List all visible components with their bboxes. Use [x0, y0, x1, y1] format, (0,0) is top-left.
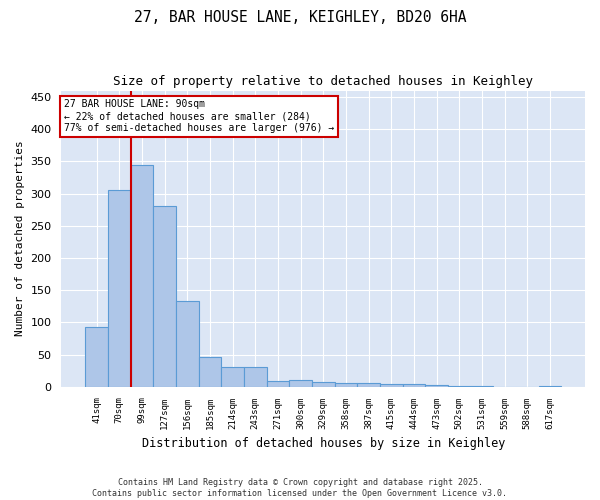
Bar: [312, 382, 335, 386]
Bar: [403, 384, 425, 386]
Y-axis label: Number of detached properties: Number of detached properties: [15, 141, 25, 336]
Bar: [289, 380, 312, 386]
Bar: [131, 164, 153, 386]
Bar: [108, 190, 131, 386]
Bar: [221, 366, 244, 386]
Bar: [85, 327, 108, 386]
Text: Contains HM Land Registry data © Crown copyright and database right 2025.
Contai: Contains HM Land Registry data © Crown c…: [92, 478, 508, 498]
Bar: [335, 383, 357, 386]
Bar: [199, 357, 221, 386]
X-axis label: Distribution of detached houses by size in Keighley: Distribution of detached houses by size …: [142, 437, 505, 450]
Bar: [244, 366, 266, 386]
Bar: [357, 384, 380, 386]
Bar: [153, 206, 176, 386]
Text: 27, BAR HOUSE LANE, KEIGHLEY, BD20 6HA: 27, BAR HOUSE LANE, KEIGHLEY, BD20 6HA: [134, 10, 466, 25]
Bar: [266, 381, 289, 386]
Bar: [176, 301, 199, 386]
Text: 27 BAR HOUSE LANE: 90sqm
← 22% of detached houses are smaller (284)
77% of semi-: 27 BAR HOUSE LANE: 90sqm ← 22% of detach…: [64, 100, 334, 132]
Bar: [380, 384, 403, 386]
Title: Size of property relative to detached houses in Keighley: Size of property relative to detached ho…: [113, 75, 533, 88]
